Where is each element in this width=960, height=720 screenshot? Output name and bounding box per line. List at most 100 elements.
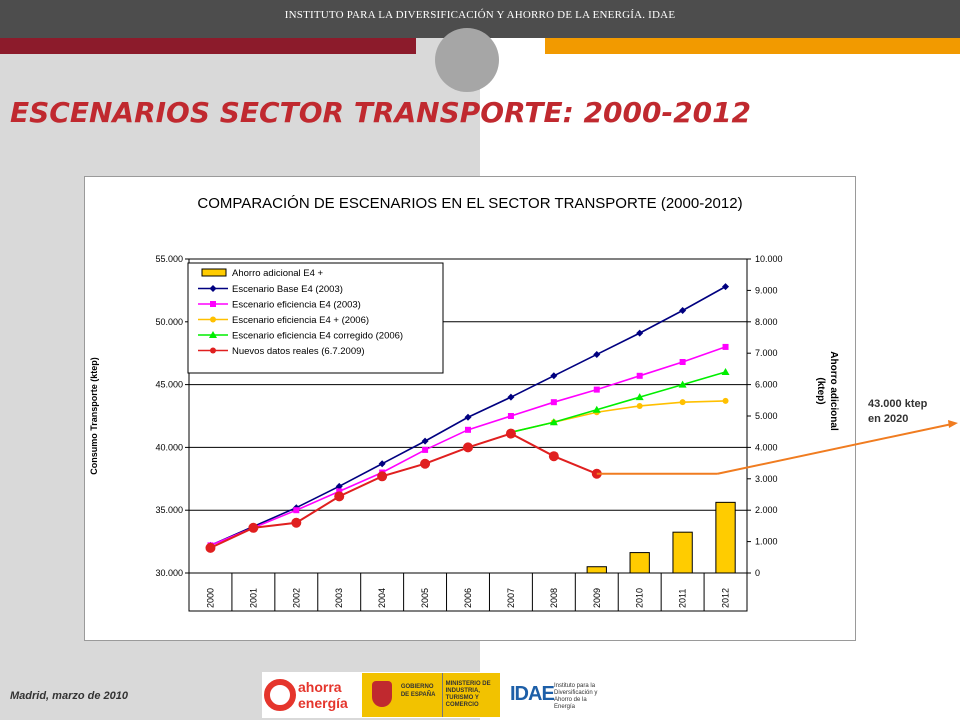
gobierno-logo-text: GOBIERNO DE ESPAÑA xyxy=(400,684,436,698)
legend-marker xyxy=(210,347,216,354)
series-point xyxy=(679,306,687,314)
chart-title: COMPARACIÓN DE ESCENARIOS EN EL SECTOR T… xyxy=(197,195,742,212)
series-point xyxy=(679,399,686,406)
x-tick-label: 2008 xyxy=(549,588,559,608)
series-point xyxy=(505,428,516,439)
legend-marker xyxy=(210,301,216,307)
series-point xyxy=(463,442,473,453)
series-point xyxy=(335,482,343,490)
legend-marker xyxy=(209,331,217,338)
ahorro-bar xyxy=(672,531,693,574)
y2-tick-label: 7.000 xyxy=(755,348,778,358)
footer-date: Madrid, marzo de 2010 xyxy=(10,690,128,702)
legend-label: Nuevos datos reales (6.7.2009) xyxy=(232,346,365,357)
y-tick-label: 55.000 xyxy=(155,254,183,264)
y-tick-label: 35.000 xyxy=(155,505,183,515)
y-tick-label: 30.000 xyxy=(155,568,183,578)
ahorro-bar xyxy=(629,552,650,574)
x-tick-label: 2010 xyxy=(635,588,645,608)
series-point xyxy=(334,491,345,502)
y2-tick-label: 0 xyxy=(755,568,760,578)
y2-tick-label: 5.000 xyxy=(755,411,778,421)
series-point xyxy=(507,413,514,419)
legend-label: Ahorro adicional E4 + xyxy=(232,268,324,279)
idae-logo-subtitle: Instituto para la Diversificación y Ahor… xyxy=(554,683,598,710)
ahorra-logo-text: ahorra xyxy=(298,679,342,695)
legend-label: Escenario Base E4 (2003) xyxy=(232,284,343,295)
series-point xyxy=(593,350,601,358)
series-point xyxy=(293,507,300,514)
gobierno-logo: GOBIERNO DE ESPAÑA MINISTERIO DE INDUSTR… xyxy=(362,673,500,717)
x-tick-label: 2004 xyxy=(377,588,387,608)
x-tick-label: 2009 xyxy=(592,588,602,608)
y2-axis-label-unit: (ktep) xyxy=(815,377,826,404)
series-point xyxy=(248,522,259,533)
header-circle-ornament xyxy=(435,28,499,92)
series-point xyxy=(679,358,686,365)
ministerio-logo-text: MINISTERIO DE INDUSTRIA, TURISMO Y COMER… xyxy=(441,673,500,717)
series-point xyxy=(722,397,729,404)
y2-tick-label: 4.000 xyxy=(755,442,778,452)
series-point xyxy=(378,460,386,468)
series-line xyxy=(510,371,726,434)
series-point xyxy=(636,402,643,409)
y-tick-label: 40.000 xyxy=(155,442,183,452)
series-point xyxy=(465,426,471,433)
annotation-line-1: 43.000 ktep xyxy=(868,398,928,410)
y-tick-label: 45.000 xyxy=(155,380,183,390)
y2-tick-label: 2.000 xyxy=(755,505,778,515)
coat-of-arms-icon xyxy=(362,673,401,717)
legend-marker xyxy=(209,285,217,292)
annotation-line-2: en 2020 xyxy=(868,413,909,425)
series-point xyxy=(592,405,601,413)
x-category-box xyxy=(188,572,748,612)
series-point xyxy=(421,437,429,445)
series-point xyxy=(205,542,216,553)
idae-logo-text: IDAE xyxy=(510,683,555,705)
energia-logo-text: energía xyxy=(298,695,348,711)
x-tick-label: 2006 xyxy=(463,588,473,608)
series-point xyxy=(549,418,558,426)
y2-tick-label: 1.000 xyxy=(755,537,778,547)
legend-label: Escenario eficiencia E4 corregido (2006) xyxy=(232,331,403,342)
y2-tick-label: 9.000 xyxy=(755,285,778,295)
y2-tick-label: 10.000 xyxy=(755,254,783,264)
series-point xyxy=(377,471,388,482)
x-tick-label: 2012 xyxy=(721,588,731,608)
series-point xyxy=(422,446,429,453)
legend-swatch xyxy=(201,268,227,277)
projection-arrow-head xyxy=(948,420,958,428)
series-line xyxy=(210,432,598,549)
series-point xyxy=(721,368,730,376)
series-point xyxy=(507,393,515,401)
y2-tick-label: 8.000 xyxy=(755,317,778,327)
header-red-stripe xyxy=(0,38,416,54)
ahorro-bar xyxy=(586,566,607,574)
legend-marker xyxy=(210,316,216,323)
ahorro-bar xyxy=(715,501,736,574)
series-point xyxy=(464,413,472,421)
chart-container: COMPARACIÓN DE ESCENARIOS EN EL SECTOR T… xyxy=(84,176,856,641)
projection-arrow xyxy=(717,423,953,475)
x-tick-label: 2003 xyxy=(334,588,344,608)
x-tick-label: 2011 xyxy=(678,589,688,608)
transport-scenarios-chart: COMPARACIÓN DE ESCENARIOS EN EL SECTOR T… xyxy=(89,195,839,612)
legend-label: Escenario eficiencia E4 (2003) xyxy=(232,300,361,311)
x-tick-label: 2001 xyxy=(248,588,258,608)
x-tick-label: 2005 xyxy=(420,588,430,608)
y2-tick-label: 3.000 xyxy=(755,474,778,484)
series-point xyxy=(636,372,643,379)
header-orange-stripe xyxy=(545,38,960,54)
series-point xyxy=(635,393,644,401)
series-point xyxy=(636,329,644,337)
y2-tick-label: 6.000 xyxy=(755,380,778,390)
ahorra-ring-icon xyxy=(264,679,296,711)
y-axis-label: Consumo Transporte (ktep) xyxy=(89,357,99,475)
series-point xyxy=(291,517,302,528)
legend-label: Escenario eficiencia E4 + (2006) xyxy=(232,315,369,326)
x-tick-label: 2000 xyxy=(205,588,215,608)
y2-axis-label: Ahorro adicional xyxy=(828,351,839,431)
series-point xyxy=(550,372,558,380)
series-point xyxy=(722,343,729,350)
